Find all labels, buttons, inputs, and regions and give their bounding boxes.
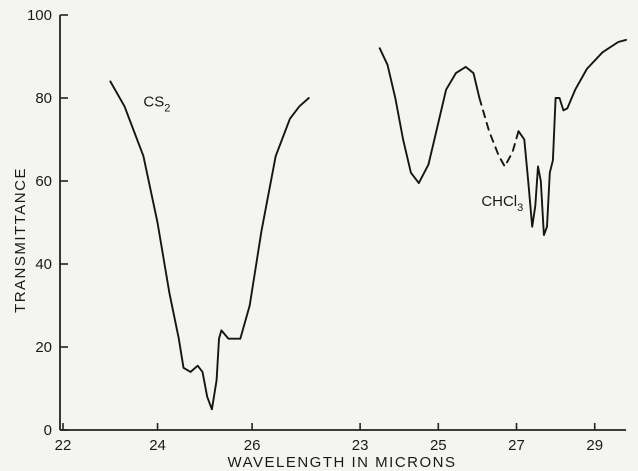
y-tick-label-20: 20 — [35, 339, 52, 356]
y-axis-ticks: 0 20 40 60 80 100 — [27, 7, 68, 439]
x-tick-label-p2-25: 25 — [430, 437, 447, 454]
y-tick-label-0: 0 — [44, 422, 52, 439]
curve-annotations: CS2 CHCl3 — [143, 93, 523, 214]
x-axis-label: WAVELENGTH IN MICRONS — [227, 454, 456, 471]
y-axis-label: TRANSMITTANCE — [12, 167, 29, 313]
x-tick-label-p1-22: 22 — [55, 437, 72, 454]
curve-panel2-segment2 — [478, 97, 520, 168]
x-tick-label-p1-26: 26 — [244, 437, 261, 454]
x-axis-ticks: 22 24 26 23 25 27 29 — [55, 423, 603, 454]
curve-panel2-segment3 — [517, 38, 627, 236]
x-tick-label-p1-24: 24 — [149, 437, 166, 454]
annotation-panel2: CHCl3 — [481, 193, 523, 214]
x-tick-label-p2-27: 27 — [508, 437, 525, 454]
annotation-panel1: CS2 — [143, 93, 170, 114]
y-tick-label-80: 80 — [35, 90, 52, 107]
curve-panel2-segment1 — [378, 47, 481, 185]
x-tick-label-p2-29: 29 — [586, 437, 603, 454]
x-tick-label-p2-23: 23 — [352, 437, 369, 454]
y-tick-label-60: 60 — [35, 173, 52, 190]
curve-panel1-segment1 — [109, 80, 310, 411]
spectra-curves — [109, 38, 627, 411]
y-tick-label-40: 40 — [35, 256, 52, 273]
y-tick-label-100: 100 — [27, 7, 52, 24]
